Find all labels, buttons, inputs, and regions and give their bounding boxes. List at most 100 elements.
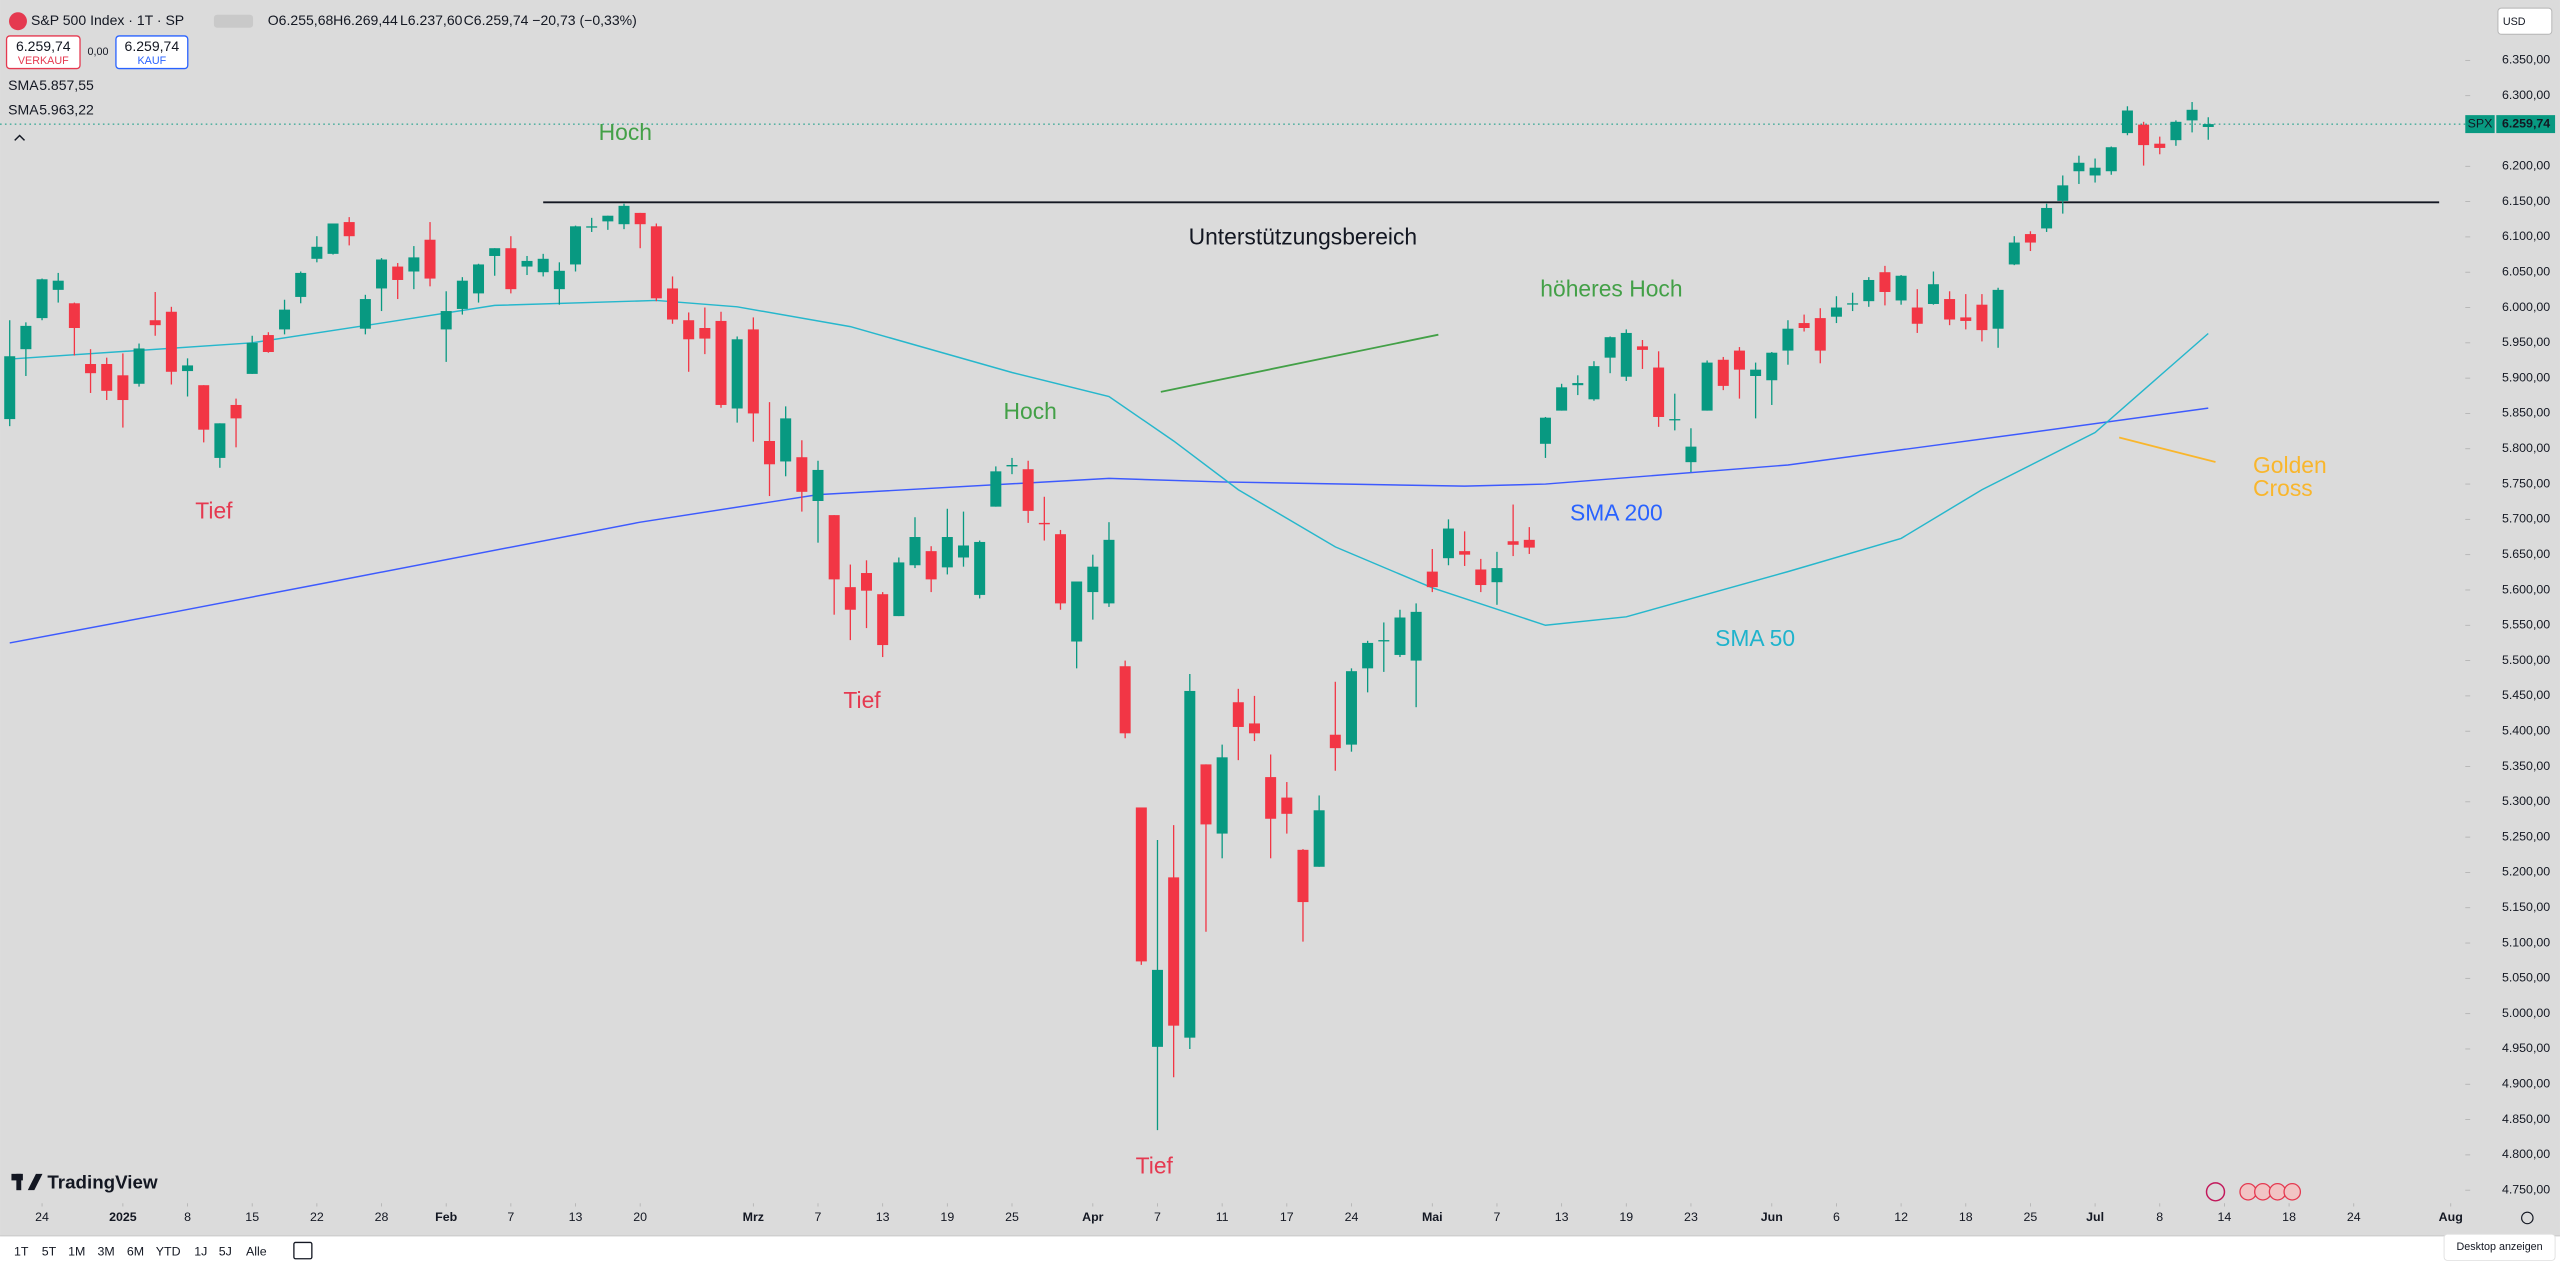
annotation: Tief <box>1136 1152 1174 1178</box>
currency-button[interactable] <box>2497 7 2553 35</box>
x-tick-label: 18 <box>2282 1210 2296 1224</box>
candle-body <box>1636 346 1648 350</box>
desktop-button[interactable] <box>2443 1233 2556 1261</box>
candle-body <box>2008 242 2020 265</box>
candle-body <box>311 246 323 259</box>
event-icon[interactable] <box>2239 1183 2257 1201</box>
x-tick-label: Mrz <box>743 1210 764 1224</box>
timeframe-button[interactable]: 6M <box>127 1245 144 1259</box>
annotation: Hoch <box>1004 398 1057 424</box>
candle-body <box>909 537 921 566</box>
x-tick-label: 25 <box>2024 1210 2038 1224</box>
x-tick-label: 28 <box>375 1210 389 1224</box>
ohlc-low: L6.237,60 <box>400 12 463 28</box>
candle-body <box>1523 539 1535 548</box>
event-icon[interactable] <box>2205 1182 2226 1202</box>
currency: USD <box>2503 16 2526 28</box>
candle-body <box>262 335 274 353</box>
event-icon[interactable] <box>2283 1183 2302 1201</box>
x-tick-label: 2025 <box>109 1210 137 1224</box>
x-tick-label: 18 <box>1959 1210 1973 1224</box>
candle-body <box>2057 185 2069 201</box>
y-tick-label: 5.550,00 <box>2502 618 2550 632</box>
candle-body <box>2121 110 2133 134</box>
annotation: höheres Hoch <box>1540 276 1682 302</box>
legend-name: SMA <box>8 77 39 93</box>
candle-body <box>1750 369 1762 377</box>
candle-body <box>861 573 872 591</box>
y-tick-label: 4.850,00 <box>2502 1112 2550 1126</box>
annotation: Tief <box>195 498 233 524</box>
spread: 0,00 <box>88 46 109 58</box>
price-tag-label: 6.259,74 <box>2502 116 2550 130</box>
date-range-icon[interactable] <box>293 1241 313 1260</box>
candle-body <box>667 288 679 320</box>
timeframe-button[interactable]: 5T <box>42 1245 57 1259</box>
timeframe-button[interactable]: 1T <box>14 1245 29 1259</box>
candle-body <box>974 541 986 595</box>
y-tick-label: 4.900,00 <box>2502 1077 2550 1091</box>
candle-body <box>2138 124 2150 146</box>
candle-body <box>1653 367 1665 417</box>
candle-body <box>165 311 177 372</box>
candle-body <box>1556 387 1568 411</box>
candle-body <box>1733 350 1745 370</box>
chart-background <box>0 0 2560 1236</box>
y-tick-label: 5.650,00 <box>2502 547 2550 561</box>
y-tick-label: 6.350,00 <box>2502 53 2550 67</box>
candle-body <box>1313 810 1325 867</box>
event-icon[interactable] <box>2268 1183 2287 1201</box>
timeframe-button[interactable]: 1J <box>194 1245 207 1259</box>
candle-body <box>699 327 711 339</box>
bottom-toolbar <box>0 1235 2560 1279</box>
event-icon[interactable] <box>2254 1183 2272 1201</box>
timeframe-button[interactable]: YTD <box>156 1245 181 1259</box>
y-tick-label: 5.450,00 <box>2502 688 2550 702</box>
candle-body <box>1054 534 1066 604</box>
timeframe-button[interactable]: 5J <box>219 1245 232 1259</box>
candle-body <box>2154 143 2166 148</box>
brand-logo <box>16 1173 22 1191</box>
legend-value: 5.963,22 <box>39 102 94 118</box>
candle-body <box>52 280 64 290</box>
candle-body <box>1976 304 1988 331</box>
candle-body <box>2073 162 2085 172</box>
header-button[interactable] <box>213 14 254 28</box>
candle-body <box>1539 417 1551 444</box>
candle-body <box>1830 307 1842 317</box>
candle-body <box>634 212 646 225</box>
candle-body <box>1766 352 1778 381</box>
candle-body <box>957 545 969 558</box>
collapse-icon[interactable] <box>14 134 26 141</box>
candle-body <box>715 320 727 405</box>
symbol-tag-label: SPX <box>2468 116 2493 130</box>
desktop-link[interactable]: Desktop anzeigen <box>2456 1241 2542 1253</box>
timeframe-button[interactable]: Alle <box>246 1245 267 1259</box>
settings-icon[interactable] <box>2521 1211 2534 1225</box>
candle-body <box>1895 275 1907 301</box>
x-tick-label: Feb <box>435 1210 457 1224</box>
timeframe-button[interactable]: 3M <box>98 1245 115 1259</box>
y-tick-label: 4.750,00 <box>2502 1182 2550 1196</box>
candle-body <box>343 222 355 237</box>
candle-body <box>1281 797 1293 814</box>
x-tick-label: 8 <box>184 1210 191 1224</box>
x-tick-label: 7 <box>1154 1210 1161 1224</box>
y-tick-label: 5.950,00 <box>2502 335 2550 349</box>
sell-button[interactable] <box>5 35 81 70</box>
candle-body <box>1071 581 1083 642</box>
candle-body <box>1022 469 1034 511</box>
candle-body <box>68 303 80 328</box>
candle-body <box>812 469 824 501</box>
symbol-title[interactable]: S&P 500 Index · 1T · SP <box>31 12 184 28</box>
buy-button[interactable] <box>115 35 189 70</box>
x-tick-label: 17 <box>1280 1210 1294 1224</box>
y-tick-label: 5.750,00 <box>2502 476 2550 490</box>
candle-body <box>295 272 307 297</box>
y-tick-label: 5.700,00 <box>2502 512 2550 526</box>
candle-body <box>1620 332 1632 377</box>
candle-body <box>521 260 533 267</box>
candle-body <box>117 375 129 401</box>
timeframe-button[interactable]: 1M <box>68 1245 85 1259</box>
